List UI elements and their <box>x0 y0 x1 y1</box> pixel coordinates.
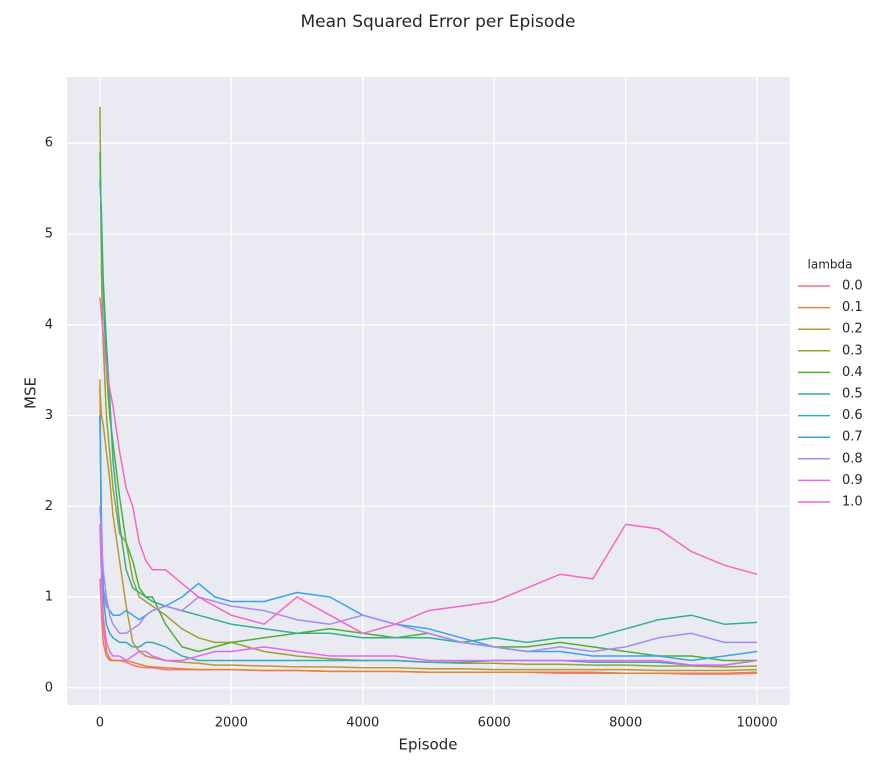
legend-label: 0.9 <box>842 473 863 488</box>
legend-label: 0.0 <box>842 279 863 294</box>
series-line <box>99 415 758 662</box>
y-tick-label: 4 <box>45 317 53 332</box>
series-line <box>99 415 758 666</box>
series-line <box>99 297 758 635</box>
y-tick-label: 5 <box>45 227 53 242</box>
x-tick-label: 4000 <box>346 716 379 731</box>
legend-label: 0.1 <box>842 300 863 315</box>
legend-label: 0.2 <box>842 322 863 337</box>
x-tick-label: 6000 <box>478 716 511 731</box>
series-line <box>99 179 758 644</box>
legend-label: 0.8 <box>842 451 863 466</box>
y-tick-label: 6 <box>45 136 53 151</box>
y-axis-label: MSE <box>22 377 40 409</box>
legend-label: 0.5 <box>842 387 863 402</box>
legend-label: 0.3 <box>842 343 863 358</box>
y-tick-label: 0 <box>45 680 53 695</box>
legend-label: 0.7 <box>842 430 863 445</box>
series-line <box>99 379 758 674</box>
legend-label: 0.6 <box>842 408 863 423</box>
x-tick-label: 2000 <box>215 716 248 731</box>
legend-label: 0.4 <box>842 365 863 380</box>
x-tick-label: 10000 <box>736 716 777 731</box>
y-tick-label: 1 <box>45 590 53 605</box>
chart-title: Mean Squared Error per Episode <box>300 12 575 32</box>
series-line <box>99 388 758 672</box>
legend-title: lambda <box>808 258 853 272</box>
legend-label: 1.0 <box>842 495 863 510</box>
y-tick-label: 3 <box>45 408 53 423</box>
series-line <box>99 506 758 653</box>
x-axis-label: Episode <box>399 736 458 754</box>
series-line <box>99 524 758 666</box>
x-tick-label: 8000 <box>609 716 642 731</box>
series-line <box>99 152 758 662</box>
plot-area <box>67 77 790 705</box>
y-tick-label: 2 <box>45 499 53 514</box>
x-tick-label: 0 <box>96 716 104 731</box>
